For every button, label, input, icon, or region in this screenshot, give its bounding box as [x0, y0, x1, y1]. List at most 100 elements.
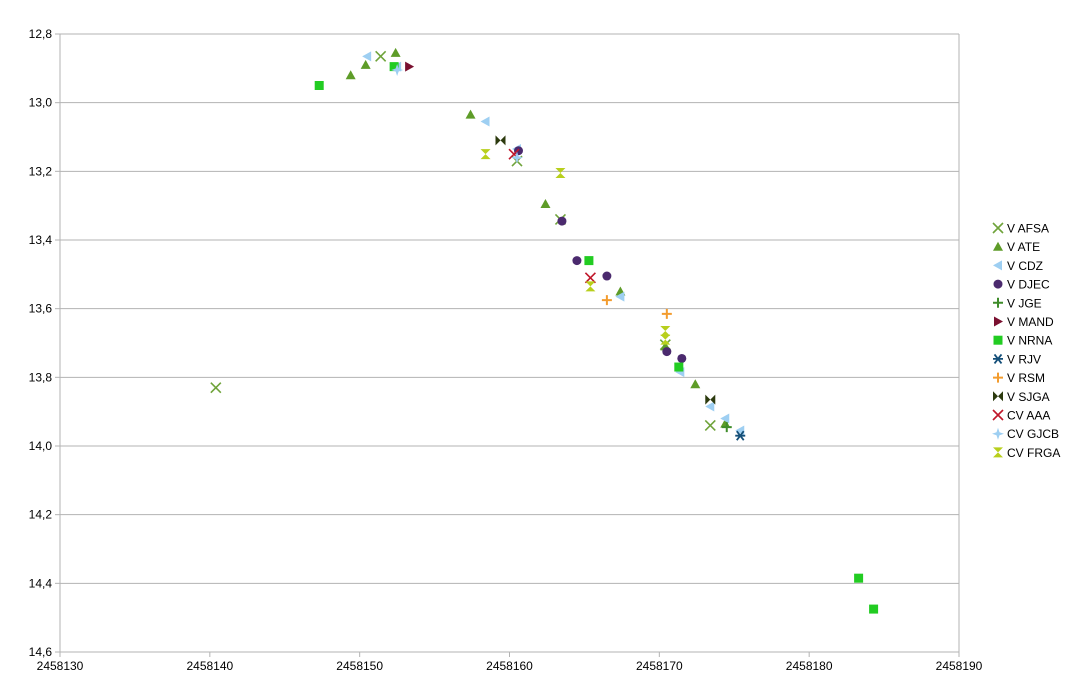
legend-item-v-nrna: V NRNA — [993, 334, 1052, 348]
point-v-nrna — [389, 62, 399, 72]
legend-item-v-mand: V MAND — [994, 315, 1054, 329]
point-v-nrna — [314, 81, 324, 90]
legend-item-v-cdz: V CDZ — [993, 259, 1043, 273]
legend-marker-v-djec — [993, 279, 1003, 289]
legend: V AFSA V ATE V CDZ V DJEC V JGE V MAND V NRNA V… — [992, 222, 1060, 460]
legend-item-cv-aaa: CV AAA — [992, 409, 1050, 423]
legend-item-v-ate: V ATE — [993, 240, 1040, 254]
x-tick-label: 2458140 — [186, 659, 233, 673]
legend-item-v-afsa: V AFSA — [992, 222, 1049, 236]
x-tick-label: 2458150 — [336, 659, 383, 673]
legend-item-v-rsm: V RSM — [993, 371, 1045, 385]
x-tick-label: 2458180 — [786, 659, 833, 673]
x-tick-label: 2458190 — [936, 659, 983, 673]
point-cv-aaa — [584, 272, 596, 284]
y-tick-label: 13,2 — [29, 164, 53, 178]
y-tick-label: 14,4 — [29, 576, 53, 590]
legend-label: V RJV — [1007, 352, 1041, 366]
legend-item-v-sjga: V SJGA — [993, 390, 1050, 404]
x-axis-ticks: 2458130 2458140 2458150 2458160 2458170 24581… — [37, 652, 983, 673]
legend-marker-cv-frga — [993, 447, 1003, 458]
y-tick-label: 14,2 — [29, 508, 53, 522]
legend-marker-v-afsa — [992, 222, 1004, 234]
point-v-jge — [721, 422, 732, 433]
point-v-djec — [677, 353, 687, 363]
point-v-djec — [557, 216, 567, 226]
point-v-ate — [360, 59, 371, 69]
point-v-afsa — [210, 382, 222, 394]
point-v-sjga — [495, 135, 506, 146]
legend-marker-v-sjga — [993, 391, 1003, 402]
point-cv-frga — [660, 325, 671, 336]
legend-marker-v-mand — [994, 316, 1003, 327]
point-v-rsm — [661, 308, 672, 319]
legend-item-v-rjv: V RJV — [993, 352, 1041, 366]
y-tick-label: 13,8 — [29, 370, 53, 384]
legend-marker-cv-aaa — [992, 409, 1004, 421]
legend-label: V CDZ — [1007, 259, 1043, 273]
legend-label: V DJEC — [1007, 278, 1050, 292]
data-points — [210, 47, 879, 614]
point-v-mand — [405, 61, 415, 72]
legend-label: CV FRGA — [1007, 446, 1060, 460]
legend-marker-cv-gjcb — [992, 427, 1004, 440]
legend-label: CV GJCB — [1007, 427, 1059, 441]
y-tick-label: 14,0 — [29, 439, 53, 453]
point-v-afsa — [375, 50, 387, 62]
legend-label: V MAND — [1007, 315, 1054, 329]
point-v-djec — [602, 271, 612, 281]
point-v-cdz — [480, 116, 490, 127]
point-v-cdz — [362, 51, 372, 62]
point-v-rjv — [735, 430, 746, 441]
point-cv-frga — [585, 281, 596, 292]
legend-item-cv-gjcb: CV GJCB — [992, 427, 1059, 441]
legend-marker-v-ate — [993, 241, 1003, 251]
legend-label: V ATE — [1007, 240, 1040, 254]
legend-marker-v-cdz — [993, 260, 1002, 271]
legend-marker-v-rsm — [993, 372, 1003, 383]
point-v-cdz — [615, 291, 625, 302]
point-v-afsa — [704, 419, 716, 431]
legend-marker-v-jge — [993, 297, 1003, 308]
point-v-ate — [390, 47, 401, 57]
point-cv-gjcb — [391, 64, 404, 77]
point-v-rsm — [601, 295, 612, 306]
y-tick-label: 13,4 — [29, 233, 53, 247]
x-tick-label: 2458130 — [37, 659, 84, 673]
legend-marker-v-rjv — [993, 353, 1003, 364]
point-v-ate — [345, 70, 356, 80]
point-v-nrna — [854, 573, 864, 583]
point-v-nrna — [584, 256, 594, 266]
y-tick-label: 12,8 — [29, 27, 53, 41]
point-v-djec — [662, 347, 672, 357]
legend-label: V JGE — [1007, 296, 1042, 310]
point-v-cdz — [705, 401, 715, 412]
legend-label: V SJGA — [1007, 390, 1050, 404]
point-v-nrna — [674, 362, 684, 372]
point-cv-gjcb — [510, 151, 523, 164]
y-tick-label: 14,6 — [29, 645, 53, 659]
x-tick-label: 2458170 — [636, 659, 683, 673]
legend-item-v-djec: V DJEC — [993, 278, 1050, 292]
x-tick-label: 2458160 — [486, 659, 533, 673]
legend-label: V AFSA — [1007, 222, 1049, 236]
point-v-djec — [572, 256, 582, 266]
legend-label: V NRNA — [1007, 334, 1052, 348]
legend-label: CV AAA — [1007, 409, 1050, 423]
legend-item-v-jge: V JGE — [993, 296, 1042, 310]
point-cv-frga — [555, 168, 566, 179]
y-tick-label: 13,0 — [29, 96, 53, 110]
point-cv-frga — [480, 149, 491, 160]
point-v-ate — [465, 109, 476, 119]
point-v-ate — [690, 379, 701, 389]
y-axis-ticks: 12,8 13,0 13,2 13,4 13,6 13,8 14,0 14,2 14,4 14,6 — [29, 27, 60, 659]
point-v-ate — [540, 198, 551, 208]
point-v-ate — [720, 418, 731, 428]
y-tick-label: 13,6 — [29, 302, 53, 316]
legend-marker-v-nrna — [993, 335, 1003, 345]
grid-lines — [59, 33, 960, 653]
point-v-nrna — [869, 604, 879, 614]
point-cv-frga — [660, 334, 671, 345]
point-v-sjga — [705, 394, 716, 405]
